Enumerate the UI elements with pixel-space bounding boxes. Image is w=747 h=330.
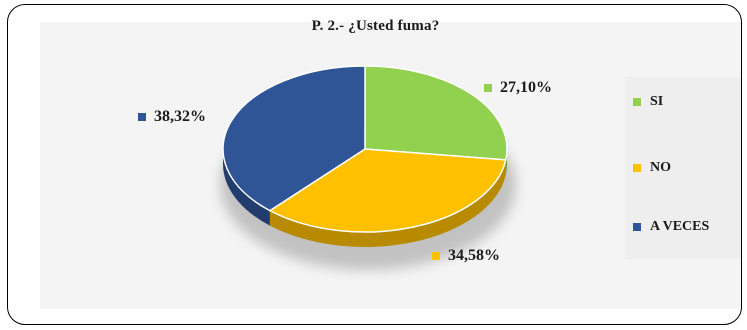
data-label-no: 34,58% <box>432 247 500 265</box>
data-label-text-no: 34,58% <box>448 247 500 264</box>
data-label-text-a-veces: 38,32% <box>154 108 206 125</box>
legend-label-a-veces: A VECES <box>650 219 710 234</box>
pie-chart <box>220 65 516 270</box>
data-label-a-veces: 38,32% <box>138 108 206 126</box>
chart-title: P. 2.- ¿Usted fuma? <box>311 18 440 34</box>
data-label-swatch-si <box>484 84 492 92</box>
pie-tops <box>222 65 508 233</box>
pie-slice-no <box>269 148 507 233</box>
pie-slice-a-veces <box>222 65 366 212</box>
legend-item-si: SI <box>633 94 663 110</box>
data-label-swatch-no <box>432 252 440 260</box>
legend-item-a-veces: A VECES <box>633 219 709 235</box>
data-label-swatch-a-veces <box>138 113 146 121</box>
legend-swatch-no <box>633 164 641 172</box>
data-label-si: 27,10% <box>484 79 552 97</box>
data-label-text-si: 27,10% <box>500 79 552 96</box>
legend-item-no: NO <box>633 160 671 176</box>
pie-slice-si <box>364 65 508 161</box>
legend-label-no: NO <box>650 160 671 175</box>
legend-swatch-a-veces <box>633 223 641 231</box>
legend-swatch-si <box>633 98 641 106</box>
pie-side-a-veces <box>223 149 270 226</box>
pie-side-no <box>269 159 506 247</box>
chart-frame: P. 2.- ¿Usted fuma? 27,10% 34,58% 38,32%… <box>7 4 742 325</box>
legend: SI NO A VECES <box>625 77 741 259</box>
legend-label-si: SI <box>650 94 664 109</box>
